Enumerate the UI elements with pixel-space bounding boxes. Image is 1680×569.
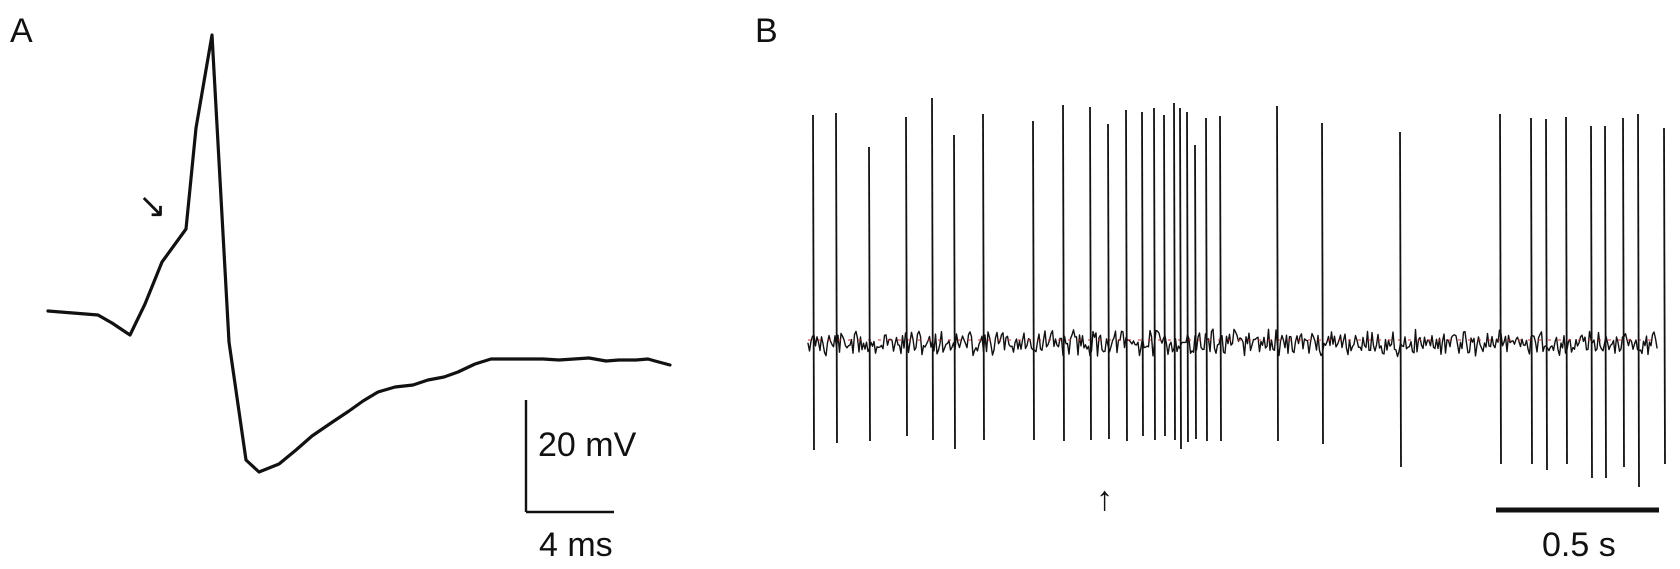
spike-18	[1186, 111, 1189, 443]
spike-12	[1125, 109, 1128, 442]
panel-b-label: B	[755, 12, 778, 50]
panel-a-label: A	[10, 12, 33, 50]
spike-train-trace	[807, 97, 1666, 488]
spike-6	[953, 134, 956, 450]
spike-19	[1194, 144, 1197, 440]
spike-train-baseline	[807, 328, 1658, 358]
spike-28	[1565, 116, 1568, 465]
spike-1	[812, 114, 815, 451]
spike-23	[1321, 122, 1324, 445]
panel-a: ↘ 20 mV 4 ms	[46, 33, 672, 564]
spike-9	[1062, 104, 1065, 442]
spike-32	[1637, 113, 1640, 488]
spike-11	[1107, 123, 1110, 440]
spike-30	[1604, 125, 1607, 479]
spike-22	[1276, 105, 1279, 442]
spike-33	[1663, 127, 1666, 465]
spike-10	[1089, 106, 1092, 441]
spike-27	[1545, 118, 1548, 471]
scale-label-time-a: 4 ms	[539, 526, 613, 564]
spike-5	[931, 97, 934, 441]
spike-2	[835, 112, 838, 444]
spike-16	[1173, 102, 1176, 441]
spike-14	[1153, 107, 1156, 441]
spike-7	[982, 113, 985, 441]
spike-26	[1530, 117, 1533, 465]
spike-17	[1179, 107, 1182, 450]
spike-31	[1622, 117, 1625, 468]
spike-3	[868, 146, 871, 442]
spike-24	[1399, 131, 1402, 468]
spike-25	[1499, 113, 1502, 465]
action-potential-trace	[46, 33, 672, 474]
scale-label-voltage: 20 mV	[538, 426, 637, 464]
spike-15	[1163, 114, 1166, 437]
arrow-marker-b: ↑	[1096, 480, 1113, 518]
arrow-marker-a: ↘	[138, 187, 167, 225]
spike-13	[1141, 111, 1144, 437]
spike-4	[905, 116, 908, 437]
spike-21	[1219, 115, 1222, 442]
spike-8	[1032, 120, 1035, 441]
scale-bar-a	[524, 400, 614, 514]
panel-b: ↑ 0.5 s	[807, 97, 1666, 564]
scale-label-time-b: 0.5 s	[1542, 526, 1616, 564]
spike-20	[1205, 117, 1208, 442]
spike-29	[1590, 125, 1593, 479]
